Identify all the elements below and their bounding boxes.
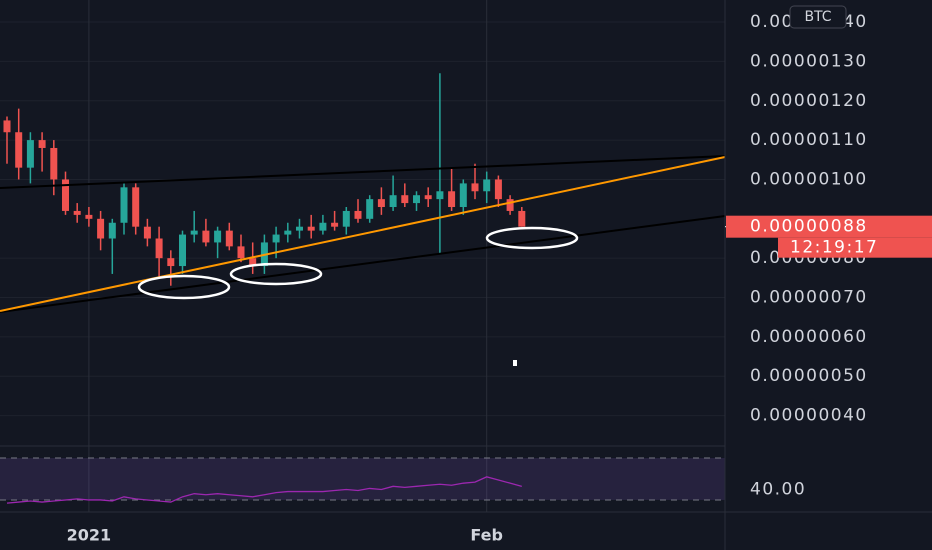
candle-body (413, 195, 420, 204)
candle-body (366, 199, 374, 219)
candle-body (436, 191, 444, 200)
dot (513, 360, 517, 366)
candle-body (249, 258, 257, 267)
candle-body (272, 234, 280, 243)
candle-body (401, 195, 409, 204)
candles (3, 73, 526, 286)
candle-body (38, 140, 46, 148)
y-tick-label: 0.00000100 (750, 169, 868, 189)
candle-body (389, 195, 397, 208)
candle-body (296, 226, 303, 231)
candle-body (494, 179, 502, 200)
countdown: 12:19:17 (790, 238, 878, 258)
circle-annotation (229, 262, 323, 286)
candle-body (3, 120, 11, 133)
y-tick-label: 0.00000130 (750, 51, 868, 71)
last-price-box (726, 215, 932, 238)
candle-body (319, 222, 327, 231)
candle-body (448, 191, 456, 208)
candle-body (284, 230, 292, 235)
y-tick-label: 0.00000070 (750, 288, 868, 308)
candle-body (179, 234, 186, 267)
candle-body (518, 210, 526, 227)
candle-body (155, 238, 163, 259)
y-tick-label: 0.00000120 (750, 91, 868, 111)
candle-body (225, 230, 233, 247)
circle-annotation (137, 274, 231, 300)
candle-body (120, 187, 128, 223)
rsi-tick-label: 40.00 (750, 479, 806, 499)
candle-body (342, 210, 350, 227)
candle-body (471, 183, 479, 192)
candle-body (50, 147, 58, 180)
grid (0, 0, 725, 512)
candle-body (307, 226, 315, 231)
currency: BTC (804, 9, 831, 25)
candle-body (85, 214, 93, 219)
candle-body (331, 222, 339, 227)
candle-body (214, 230, 222, 243)
y-tick-label: 0.00000050 (750, 366, 868, 386)
rsi-pane (0, 457, 725, 504)
rsi-band (0, 457, 725, 500)
last-price: 0.00000088 (750, 217, 868, 237)
currency-badge[interactable] (789, 5, 847, 29)
trendline-orange (0, 156, 726, 312)
candle-body (190, 230, 198, 235)
rsi-line (6, 476, 522, 504)
x-tick-label: 2021 (67, 526, 112, 545)
candle-body (483, 179, 491, 192)
candle-body (237, 246, 245, 259)
candle-body (506, 199, 514, 211)
candle-body (143, 226, 151, 239)
y-tick-label: 0.00000040 (750, 406, 868, 426)
countdown-box (778, 237, 932, 258)
candle-body (459, 183, 467, 208)
circle-annotation (485, 226, 579, 250)
candle-body (424, 195, 432, 200)
candle-body (167, 258, 175, 267)
x-tick-label: Feb (470, 526, 503, 545)
candle-body (132, 187, 140, 227)
candle-body (377, 199, 385, 208)
candle-body (73, 210, 81, 215)
candle-body (26, 140, 34, 168)
trendline-upper (0, 155, 726, 189)
candle-body (108, 222, 116, 239)
trendline-lower (0, 215, 726, 313)
candle-body (62, 179, 69, 211)
candle-body (15, 132, 23, 168)
candle-body (354, 210, 362, 219)
candle-body (97, 218, 105, 239)
candle-body (202, 230, 210, 243)
y-tick-label: 0.00000110 (750, 130, 868, 150)
y-tick-label: 0.00000060 (750, 327, 868, 347)
